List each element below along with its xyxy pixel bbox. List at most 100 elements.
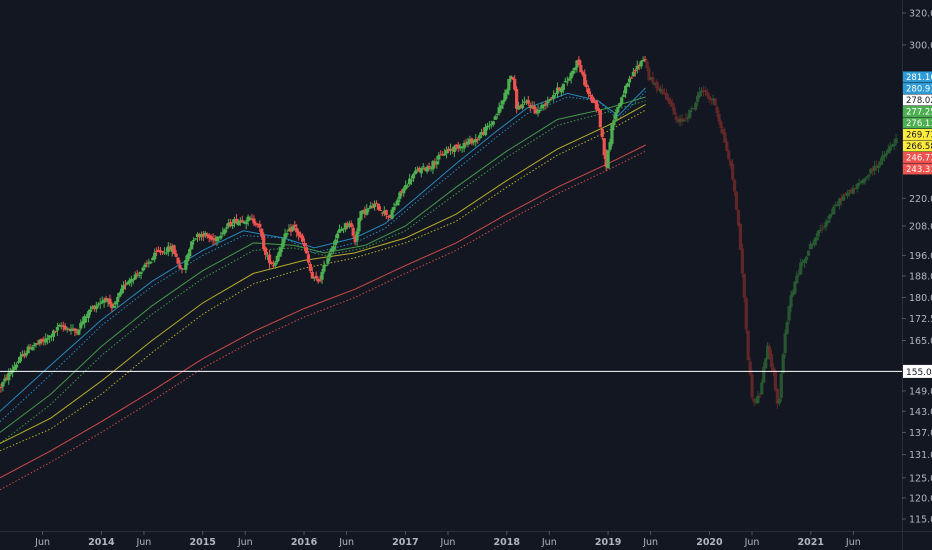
candle [168, 242, 172, 251]
candle [135, 270, 139, 278]
candle [762, 361, 766, 384]
candle-body [748, 361, 752, 375]
candle [731, 159, 735, 182]
candle-body [456, 144, 460, 149]
candle [594, 99, 599, 113]
candle-body [149, 261, 153, 264]
y-tick-label: 180.00 [909, 293, 932, 304]
candle [876, 162, 881, 173]
candle-body [670, 102, 674, 107]
candle-body [86, 311, 91, 318]
candle-body [635, 65, 639, 70]
horizontal-line-155[interactable]: 155.00 [0, 364, 932, 378]
candle-body [503, 92, 507, 101]
candle [538, 107, 542, 113]
candle-body [888, 146, 892, 151]
candle-body [244, 221, 248, 224]
candle [36, 339, 40, 346]
candle [120, 284, 124, 296]
candle [575, 60, 579, 73]
moving-average-line [0, 144, 646, 479]
candle [655, 79, 659, 94]
candle-body [404, 184, 408, 190]
y-axis[interactable]: 115.00 120.00 125.00 131.00 137.00 143.00 149.… [902, 0, 932, 550]
candle [166, 242, 170, 257]
candle [310, 267, 314, 279]
candle [83, 314, 87, 329]
candle-body [742, 273, 746, 298]
candle-body [258, 223, 262, 228]
candle [388, 214, 392, 219]
candle-body [252, 218, 256, 224]
candle-body [569, 72, 573, 79]
candle-body [458, 146, 462, 149]
candle-body [760, 382, 764, 395]
candle-body [386, 216, 390, 218]
candle-body [579, 65, 583, 73]
candle-body [769, 354, 774, 368]
candle-body [501, 100, 505, 105]
candle [236, 219, 240, 226]
candle-body [841, 195, 846, 201]
candle [326, 254, 330, 266]
candle [271, 260, 275, 269]
candle-body [540, 104, 544, 109]
candle [696, 91, 700, 107]
candle-body [515, 88, 519, 109]
candle-body [334, 239, 338, 246]
candle [427, 162, 431, 171]
candle [252, 215, 256, 227]
moving-average-line [0, 150, 646, 491]
candle [470, 137, 474, 146]
candle-body [367, 208, 371, 210]
candle [281, 238, 285, 249]
candle-body [357, 218, 361, 232]
candle [662, 88, 667, 95]
candle-body [806, 250, 811, 256]
price-labels: 281.16280.91 278.02277.25 276.11269.73 266.… [903, 71, 932, 175]
candle [781, 352, 785, 374]
y-tick-label: 143.00 [909, 407, 932, 418]
candle-body [227, 222, 231, 227]
candle [127, 277, 132, 286]
candle-body [839, 197, 844, 201]
candle [260, 228, 264, 240]
candle [67, 327, 71, 332]
candle-body [135, 273, 139, 275]
candle [602, 137, 606, 160]
candle-body [361, 210, 365, 213]
candle [748, 357, 752, 377]
candle [151, 256, 155, 261]
candle [227, 218, 231, 229]
x-axis[interactable]: Jun 2014 Jun 2015 Jun 2016 Jun 2017 Jun 2018 Jun 20… [0, 531, 932, 548]
candle-body [657, 87, 661, 91]
candle [446, 146, 451, 154]
candle-body [559, 88, 563, 93]
candle-body [108, 298, 112, 305]
candle-body [156, 249, 161, 252]
candle-body [337, 229, 342, 233]
candle-body [643, 59, 647, 61]
candle-body [443, 153, 447, 156]
candle-body [493, 116, 497, 120]
candle-body [14, 364, 19, 368]
candle [853, 187, 857, 190]
candle [104, 295, 108, 303]
candle [873, 160, 877, 175]
candle [468, 135, 472, 145]
candle-body [147, 262, 151, 264]
candle [579, 60, 583, 73]
candle [518, 104, 523, 109]
candle [131, 278, 135, 285]
moving-average-line [0, 100, 646, 444]
candle [421, 163, 425, 170]
candle [884, 150, 888, 159]
candle-body [3, 378, 7, 382]
candle-body [608, 142, 612, 150]
candle-body [79, 323, 83, 329]
candle [396, 196, 400, 206]
candle-body [491, 121, 495, 125]
candle-body [577, 59, 581, 66]
candle [633, 68, 637, 77]
